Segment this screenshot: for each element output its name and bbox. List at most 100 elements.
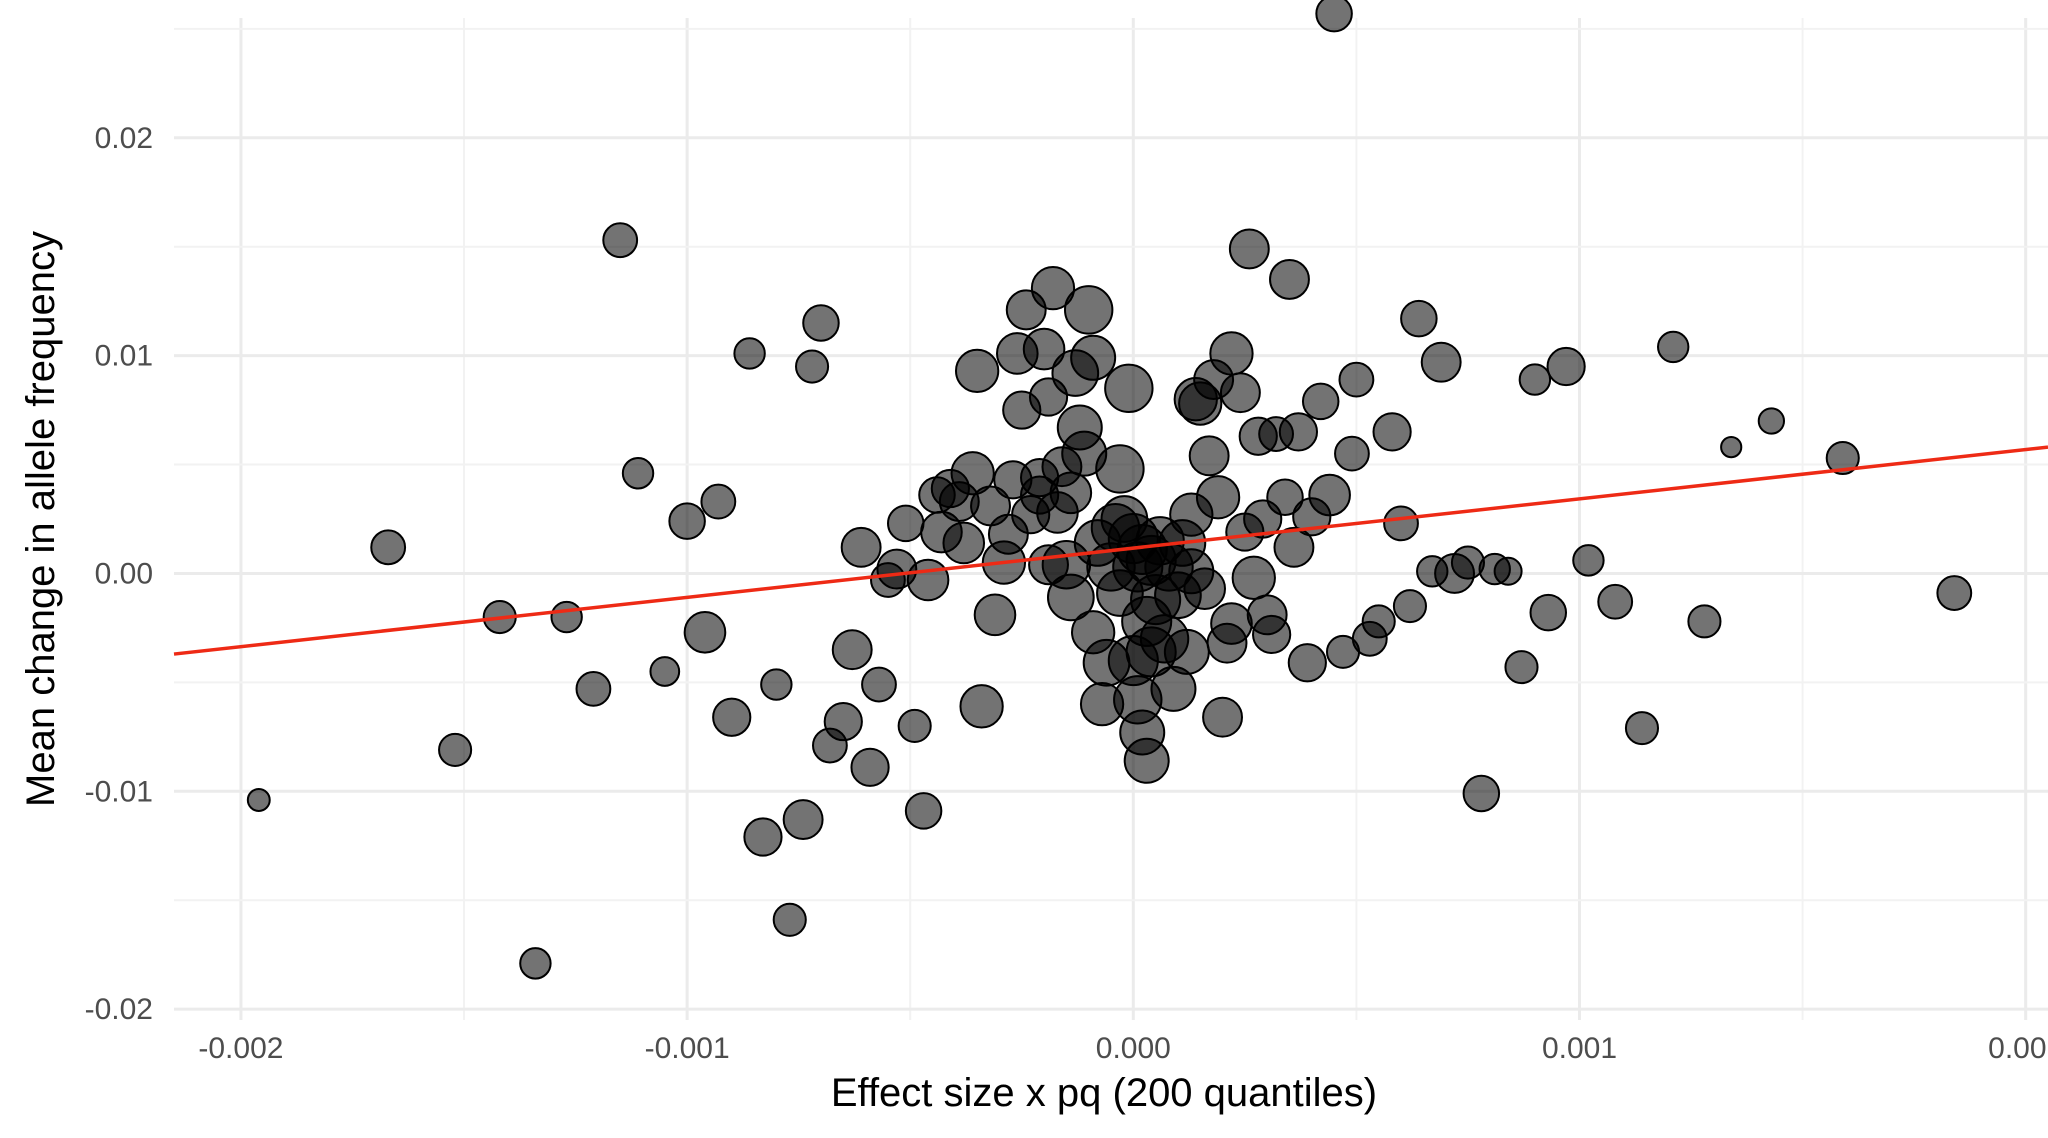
data-point	[802, 304, 840, 342]
data-point	[602, 222, 639, 259]
data-point	[760, 668, 793, 701]
data-point	[1546, 346, 1586, 387]
data-point	[1936, 575, 1973, 611]
data-point	[1219, 372, 1261, 414]
data-point	[1420, 341, 1462, 383]
data-point	[973, 593, 1017, 637]
data-point	[1022, 327, 1066, 371]
data-point	[1123, 737, 1170, 784]
data-point	[840, 526, 882, 568]
data-point	[1096, 569, 1144, 617]
data-point	[1028, 377, 1069, 417]
data-point	[897, 708, 932, 743]
x-tick-label: 0.002	[1988, 1032, 2048, 1065]
data-point	[1361, 604, 1396, 639]
y-tick-label: 0.01	[95, 340, 153, 373]
data-point	[1529, 593, 1568, 632]
y-tick-label: 0.02	[95, 122, 153, 155]
data-point	[519, 947, 552, 980]
data-point	[1079, 682, 1125, 727]
data-point	[1687, 604, 1722, 639]
y-tick-label: -0.01	[85, 775, 153, 808]
data-point	[1183, 567, 1226, 611]
data-points	[246, 0, 1973, 980]
data-point	[1258, 416, 1294, 452]
data-point	[1518, 363, 1552, 396]
x-axis-title: Effect size x pq (200 quantiles)	[831, 1071, 1377, 1115]
data-point	[1252, 614, 1292, 655]
data-point	[1188, 435, 1230, 477]
data-point	[1392, 589, 1427, 624]
data-point	[831, 629, 873, 671]
x-axis-ticks: -0.002 -0.001 0.000 0.001 0.002	[198, 1032, 2048, 1065]
data-point	[918, 476, 956, 514]
data-point	[812, 727, 848, 764]
data-point	[870, 562, 906, 598]
data-point	[1462, 774, 1501, 813]
data-point	[1757, 407, 1786, 435]
data-point	[1597, 583, 1634, 620]
data-point	[1325, 634, 1361, 669]
data-point	[1231, 555, 1276, 600]
data-point	[1206, 622, 1248, 664]
data-point	[1020, 458, 1060, 498]
data-point	[1657, 330, 1690, 364]
data-point	[1028, 544, 1069, 586]
data-point	[246, 788, 271, 812]
data-point	[1266, 478, 1304, 516]
y-tick-label: -0.02	[85, 993, 153, 1026]
data-point	[904, 792, 943, 830]
data-point	[1100, 495, 1149, 543]
data-point	[959, 684, 1004, 729]
data-point	[1071, 610, 1116, 655]
data-point	[1372, 412, 1412, 452]
data-point	[1720, 436, 1743, 459]
data-point	[1334, 435, 1370, 472]
data-point	[1624, 711, 1660, 746]
data-point	[1383, 505, 1419, 542]
data-point	[1287, 643, 1327, 683]
y-tick-label: 0.00	[95, 557, 153, 590]
data-point	[621, 457, 655, 490]
data-point	[1046, 573, 1095, 622]
data-point	[1063, 285, 1114, 335]
x-tick-label: 0.000	[1096, 1032, 1171, 1065]
data-point	[1005, 289, 1047, 331]
data-point	[1315, 0, 1353, 33]
data-point	[743, 817, 783, 857]
data-point	[649, 656, 681, 687]
data-point	[1450, 545, 1486, 580]
data-point	[370, 529, 407, 566]
data-point	[782, 799, 824, 841]
data-point	[575, 671, 612, 707]
trend-line-group	[173, 445, 2048, 656]
data-point	[795, 349, 830, 384]
x-tick-label: -0.002	[198, 1032, 283, 1065]
x-tick-label: -0.001	[645, 1032, 730, 1065]
data-point	[712, 697, 752, 737]
data-point	[733, 337, 766, 370]
data-point	[1104, 363, 1154, 414]
y-axis-ticks: -0.02 -0.01 0.00 0.01 0.02	[85, 122, 153, 1026]
data-point	[1070, 334, 1117, 381]
data-point	[550, 600, 583, 634]
data-point	[1338, 361, 1375, 398]
data-point	[1416, 555, 1449, 588]
data-point	[1269, 258, 1310, 300]
data-point	[700, 483, 737, 520]
data-point	[1400, 299, 1438, 338]
x-tick-label: 0.001	[1542, 1032, 1617, 1065]
data-point	[668, 502, 706, 540]
trend-line	[173, 445, 2048, 656]
data-point	[438, 732, 473, 767]
data-point	[1301, 382, 1340, 421]
data-point	[954, 348, 1000, 394]
data-point	[1228, 228, 1270, 270]
data-point	[850, 747, 890, 787]
data-point	[1493, 556, 1523, 586]
data-point	[1202, 696, 1243, 738]
data-point	[861, 666, 897, 703]
data-point	[772, 902, 807, 937]
data-point	[1273, 526, 1315, 568]
